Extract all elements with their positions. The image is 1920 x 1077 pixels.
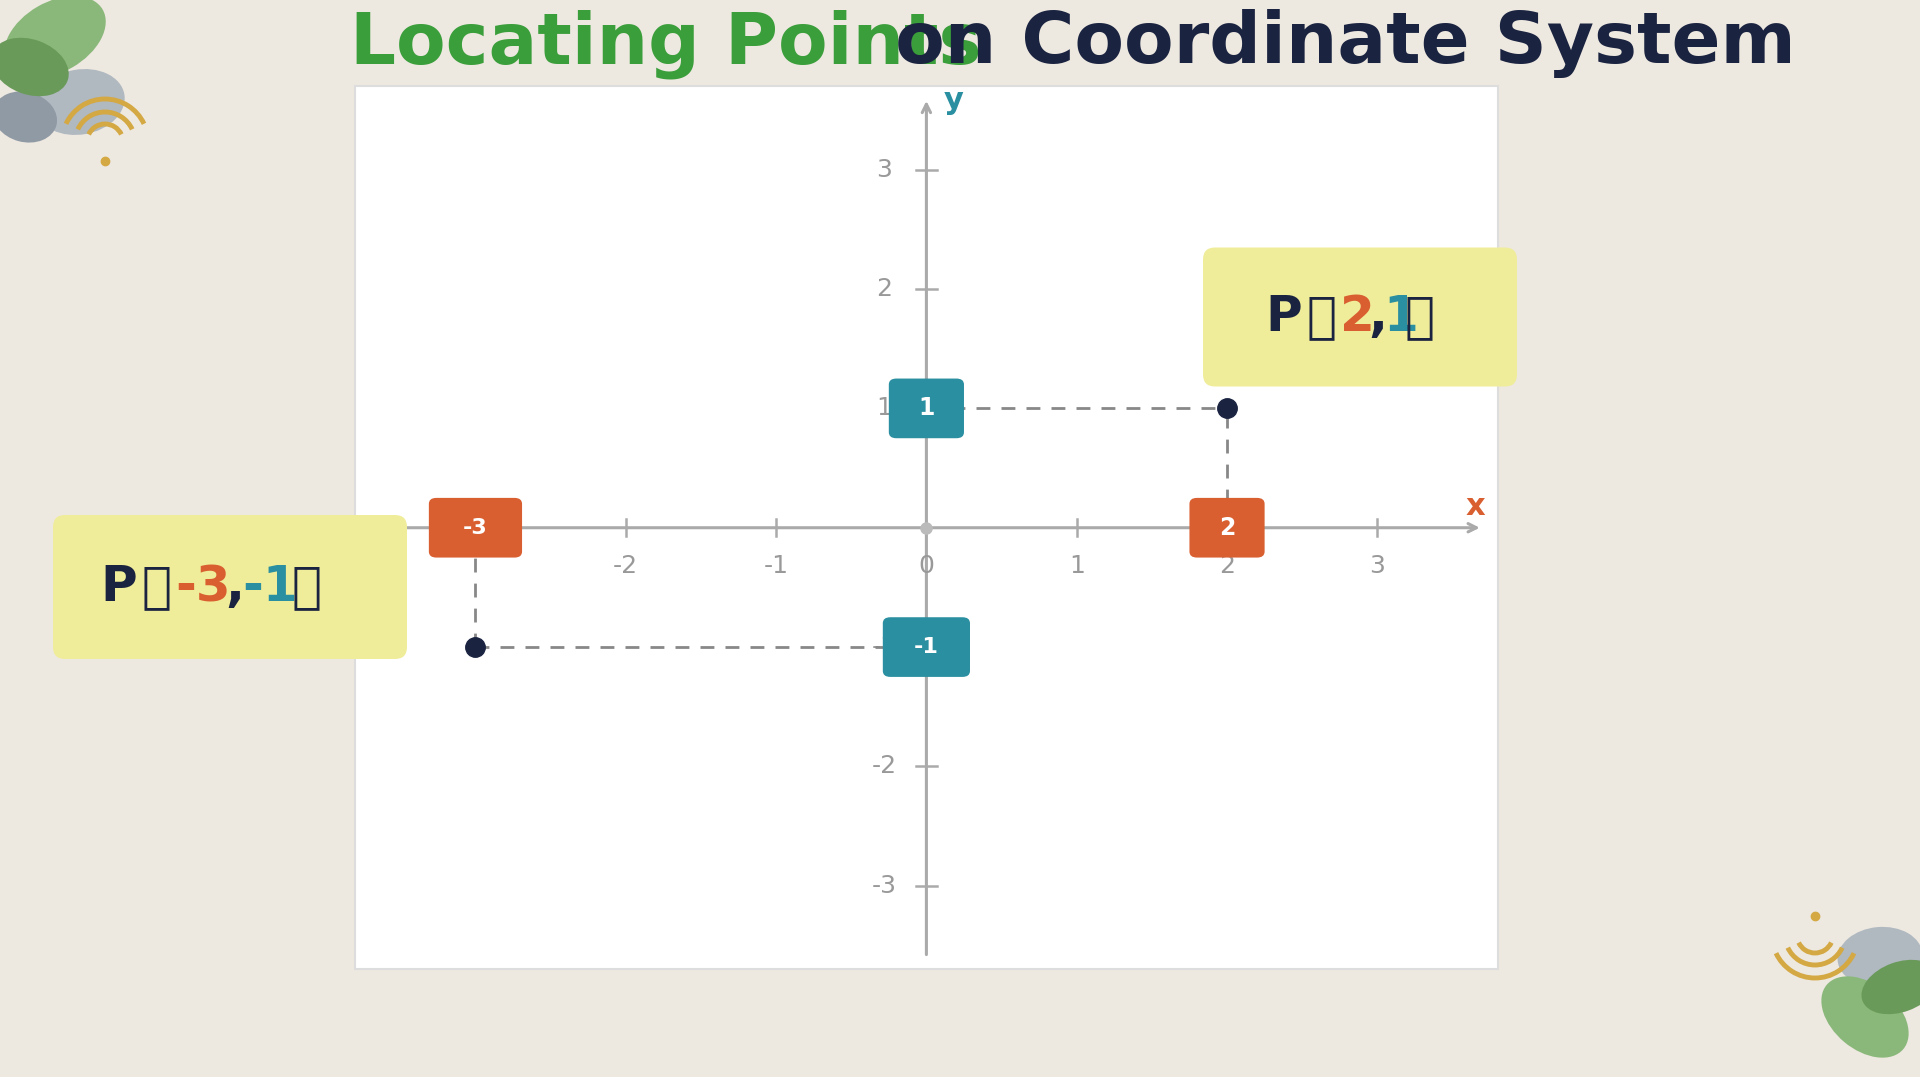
Text: 3: 3	[876, 157, 893, 182]
Text: 2: 2	[876, 277, 893, 302]
Text: 2: 2	[1219, 554, 1235, 578]
Polygon shape	[1300, 360, 1380, 379]
Text: Locating Points: Locating Points	[349, 10, 981, 79]
Text: 1: 1	[1382, 293, 1417, 341]
Text: ）: ）	[292, 563, 323, 611]
Text: -3: -3	[872, 873, 897, 898]
Polygon shape	[259, 522, 309, 542]
Text: 2: 2	[1340, 293, 1375, 341]
Ellipse shape	[35, 69, 125, 135]
FancyBboxPatch shape	[889, 378, 964, 438]
Text: （: （	[1308, 293, 1336, 341]
Text: 0: 0	[918, 554, 935, 578]
Text: ）: ）	[1405, 293, 1434, 341]
Text: P: P	[100, 563, 136, 611]
Text: 2: 2	[1219, 516, 1235, 540]
Ellipse shape	[1862, 960, 1920, 1015]
Text: 1: 1	[1069, 554, 1085, 578]
Ellipse shape	[0, 38, 69, 96]
Text: 1: 1	[918, 396, 935, 420]
FancyBboxPatch shape	[428, 498, 522, 558]
Text: （: （	[142, 563, 173, 611]
Text: -1: -1	[242, 563, 298, 611]
Text: on Coordinate System: on Coordinate System	[870, 10, 1795, 79]
Text: P: P	[1265, 293, 1302, 341]
Text: -1: -1	[872, 635, 897, 659]
FancyBboxPatch shape	[883, 617, 970, 677]
Text: -2: -2	[872, 754, 897, 779]
Ellipse shape	[1822, 977, 1908, 1058]
Text: 3: 3	[1369, 554, 1386, 578]
FancyBboxPatch shape	[54, 515, 407, 659]
Text: x: x	[1465, 492, 1484, 521]
Text: -1: -1	[914, 638, 939, 657]
FancyBboxPatch shape	[1190, 498, 1265, 558]
Text: 1: 1	[876, 396, 893, 420]
Ellipse shape	[0, 92, 58, 142]
Text: -1: -1	[764, 554, 789, 578]
Text: -3: -3	[175, 563, 230, 611]
Text: ,: ,	[1367, 293, 1386, 341]
Text: -2: -2	[612, 554, 637, 578]
Text: ,: ,	[225, 563, 244, 611]
Ellipse shape	[4, 0, 106, 78]
Text: y: y	[943, 86, 964, 115]
Ellipse shape	[1837, 927, 1920, 988]
Text: -3: -3	[463, 518, 488, 537]
FancyBboxPatch shape	[1204, 248, 1517, 387]
